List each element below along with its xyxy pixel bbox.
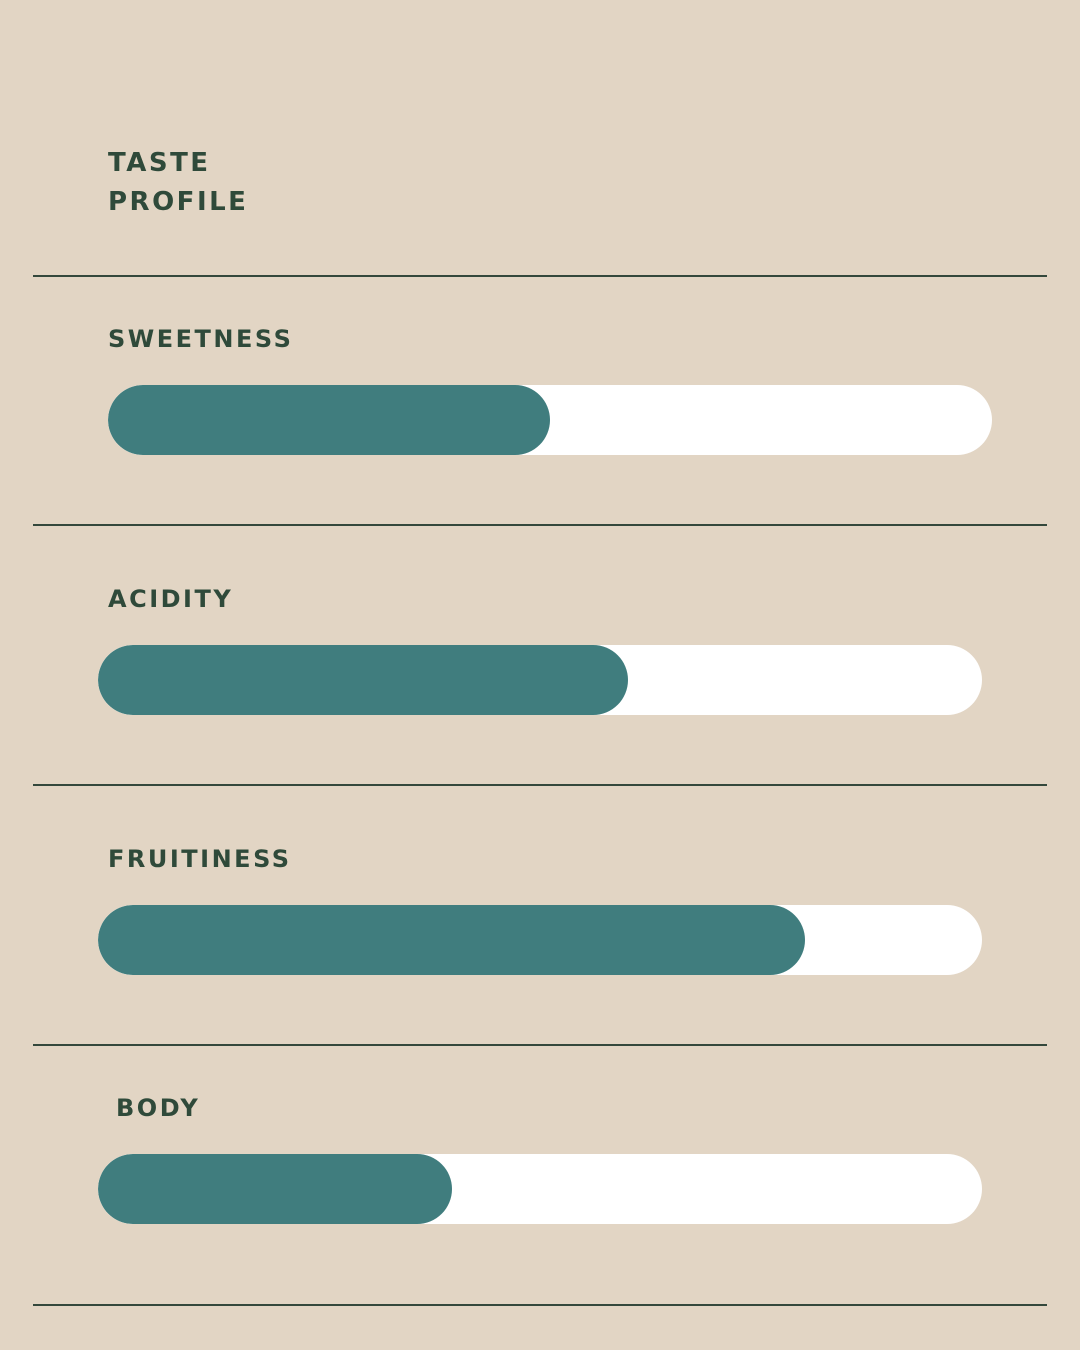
title-line-2: PROFILE: [108, 187, 249, 217]
divider: [33, 784, 1047, 786]
label-acidity: ACIDITY: [108, 585, 234, 613]
label-body: BODY: [116, 1094, 201, 1122]
label-fruitiness: FRUITINESS: [108, 845, 292, 873]
bar-track-fruitiness: [98, 905, 982, 975]
bar-track-body: [98, 1154, 982, 1224]
bar-fill-sweetness: [108, 385, 550, 455]
bar-track-sweetness: [108, 385, 992, 455]
label-sweetness: SWEETNESS: [108, 325, 294, 353]
bar-fill-fruitiness: [98, 905, 806, 975]
divider: [33, 1304, 1047, 1306]
bar-track-acidity: [98, 645, 982, 715]
bar-fill-body: [98, 1154, 452, 1224]
divider: [33, 1044, 1047, 1046]
page-title: TASTE PROFILE: [108, 144, 248, 222]
divider: [33, 275, 1047, 277]
title-line-1: TASTE: [108, 148, 211, 178]
divider: [33, 524, 1047, 526]
bar-fill-acidity: [98, 645, 629, 715]
